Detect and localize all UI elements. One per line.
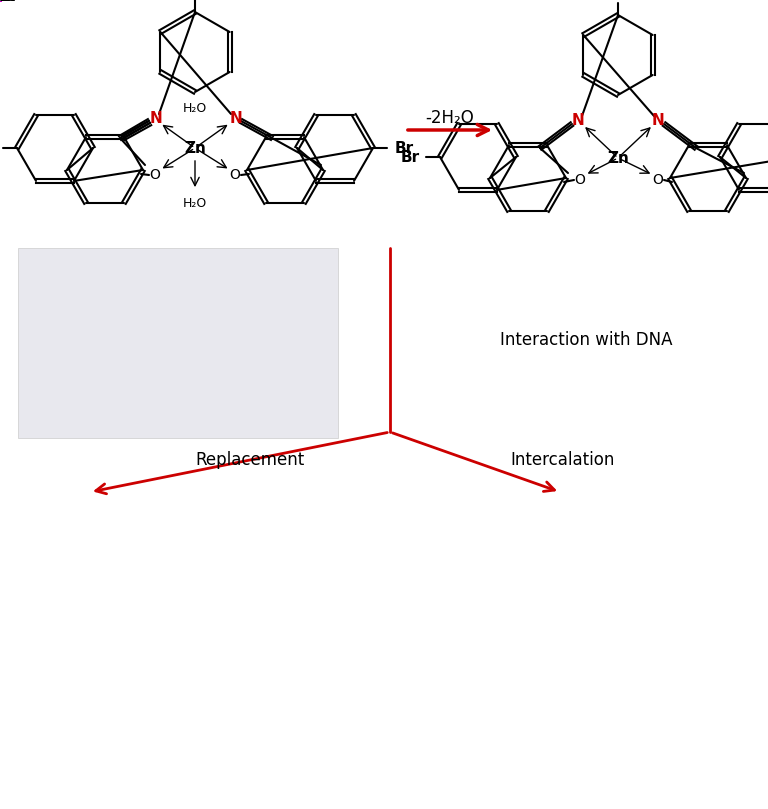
Text: O: O — [574, 173, 585, 187]
Text: O: O — [150, 168, 161, 182]
Text: Intercalation: Intercalation — [510, 451, 614, 469]
Text: N: N — [230, 111, 243, 125]
Text: Br: Br — [395, 141, 414, 155]
Text: -2H₂O: -2H₂O — [425, 109, 475, 127]
Text: Replacement: Replacement — [195, 451, 305, 469]
Text: N: N — [150, 111, 162, 125]
Text: Zn: Zn — [607, 150, 629, 166]
FancyBboxPatch shape — [18, 248, 338, 438]
Text: O: O — [230, 168, 240, 182]
Text: Zn: Zn — [184, 141, 206, 155]
Text: Cl: Cl — [610, 0, 626, 2]
Text: O: O — [653, 173, 664, 187]
Text: N: N — [571, 112, 584, 128]
Text: H₂O: H₂O — [183, 101, 207, 115]
Text: H₂O: H₂O — [183, 197, 207, 210]
Text: Br: Br — [401, 150, 420, 164]
Text: Interaction with DNA: Interaction with DNA — [500, 331, 673, 349]
Text: N: N — [651, 112, 664, 128]
Text: Cl: Cl — [187, 0, 203, 2]
